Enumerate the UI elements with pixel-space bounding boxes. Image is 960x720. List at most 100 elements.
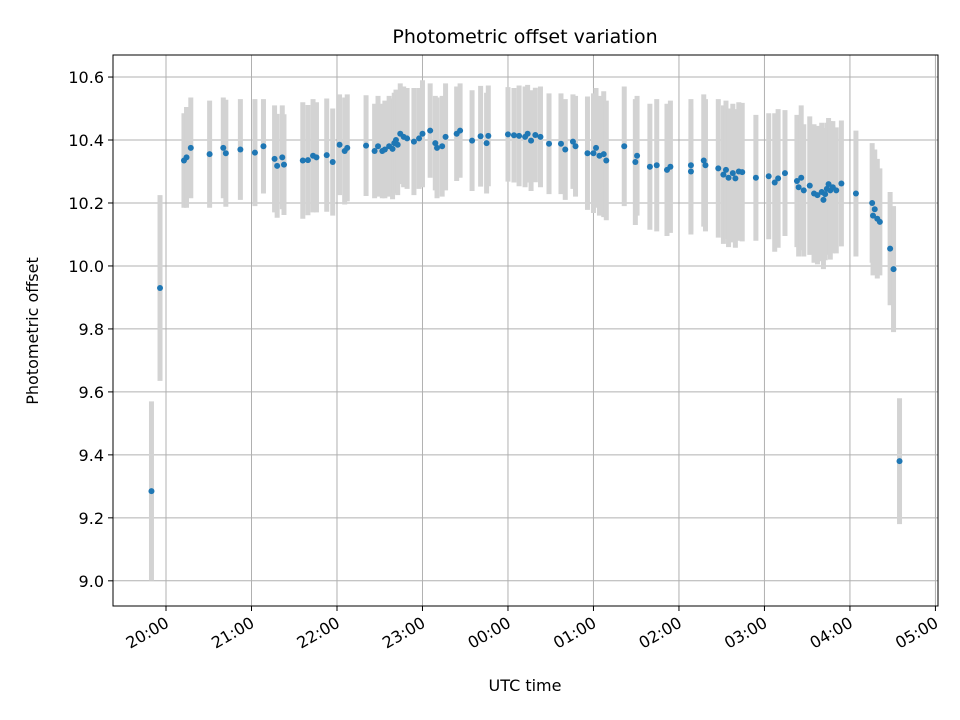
data-point: [667, 163, 674, 170]
data-point: [752, 174, 759, 181]
data-point: [442, 133, 449, 140]
data-point: [206, 151, 213, 158]
data-point: [280, 161, 287, 168]
data-point: [260, 143, 267, 150]
data-point: [524, 130, 531, 137]
data-point: [722, 166, 729, 173]
data-point: [220, 144, 227, 151]
data-point: [389, 145, 396, 152]
data-point: [725, 174, 732, 181]
data-point: [793, 177, 800, 184]
x-tick-label: 21:00: [208, 613, 257, 653]
data-point: [427, 127, 434, 134]
data-point: [890, 266, 897, 273]
data-point: [336, 141, 343, 148]
data-point: [299, 157, 306, 164]
data-point: [715, 165, 722, 172]
data-point: [876, 218, 883, 225]
data-point: [271, 155, 278, 162]
data-point: [504, 131, 511, 138]
data-point: [569, 138, 576, 145]
y-tick-label: 10.4: [68, 131, 104, 150]
data-point: [363, 142, 370, 149]
data-point: [375, 143, 382, 150]
data-point: [702, 162, 709, 169]
x-axis-ticks: 20:00 21:00 22:00 23:00 00:00 01:00 02:00 03:00…: [123, 606, 941, 653]
data-point: [546, 140, 553, 147]
data-point: [371, 148, 378, 155]
data-point: [510, 132, 517, 139]
data-point: [870, 212, 877, 219]
data-point: [392, 137, 399, 144]
x-tick-label: 02:00: [636, 613, 685, 653]
data-point: [457, 127, 464, 134]
x-tick-label: 23:00: [379, 613, 428, 653]
data-point: [344, 144, 351, 151]
data-point: [404, 135, 411, 142]
data-point: [600, 151, 607, 158]
data-point: [820, 196, 827, 203]
x-axis-label: UTC time: [489, 676, 562, 695]
y-tick-label: 10.6: [68, 68, 104, 87]
data-point: [852, 190, 859, 197]
y-tick-label: 9.2: [79, 509, 104, 528]
data-point: [825, 181, 832, 188]
data-point: [381, 146, 388, 153]
data-point: [419, 130, 426, 137]
data-point: [157, 284, 164, 291]
x-tick-label: 20:00: [123, 613, 172, 653]
data-point: [621, 143, 628, 150]
data-point: [222, 150, 229, 157]
data-point: [700, 157, 707, 164]
data-point: [798, 174, 805, 181]
x-tick-label: 00:00: [465, 613, 514, 653]
data-point: [187, 144, 194, 151]
data-point: [323, 152, 330, 159]
data-point: [532, 131, 539, 138]
data-point: [814, 192, 821, 199]
chart-title: Photometric offset variation: [392, 26, 657, 48]
data-point: [329, 159, 336, 166]
data-point: [732, 175, 739, 182]
data-point: [653, 162, 660, 169]
data-point: [838, 180, 845, 187]
y-axis-ticks: 9.0 9.2 9.4 9.6 9.8 10.0 10.2 10.4 10.6: [68, 68, 113, 591]
y-tick-label: 9.0: [79, 572, 104, 591]
data-point: [469, 137, 476, 144]
data-point: [887, 245, 894, 252]
data-point: [634, 152, 641, 159]
data-point: [806, 182, 813, 189]
data-point: [416, 135, 423, 142]
data-point: [485, 132, 492, 139]
data-point: [771, 179, 778, 186]
data-point: [765, 173, 772, 180]
data-point: [632, 159, 639, 166]
data-point: [439, 143, 446, 150]
data-point: [279, 154, 286, 161]
x-tick-label: 05:00: [892, 613, 941, 653]
data-point: [313, 154, 320, 161]
data-point: [593, 144, 600, 151]
data-point: [237, 146, 244, 153]
x-tick-label: 01:00: [550, 613, 599, 653]
data-point: [183, 154, 190, 161]
y-tick-label: 9.4: [79, 446, 104, 465]
data-point: [781, 170, 788, 177]
x-tick-label: 04:00: [807, 613, 856, 653]
x-tick-label: 22:00: [294, 613, 343, 653]
data-point: [410, 138, 417, 145]
data-point: [483, 140, 490, 147]
data-point: [562, 146, 569, 153]
y-tick-label: 9.6: [79, 383, 104, 402]
data-point: [528, 137, 535, 144]
data-point: [434, 144, 441, 151]
y-tick-label: 10.0: [68, 257, 104, 276]
data-point: [251, 149, 258, 156]
data-point: [603, 157, 610, 164]
data-point: [148, 488, 155, 495]
data-point: [687, 168, 694, 175]
data-point: [304, 157, 311, 164]
data-point: [720, 171, 727, 178]
data-point: [590, 150, 597, 157]
